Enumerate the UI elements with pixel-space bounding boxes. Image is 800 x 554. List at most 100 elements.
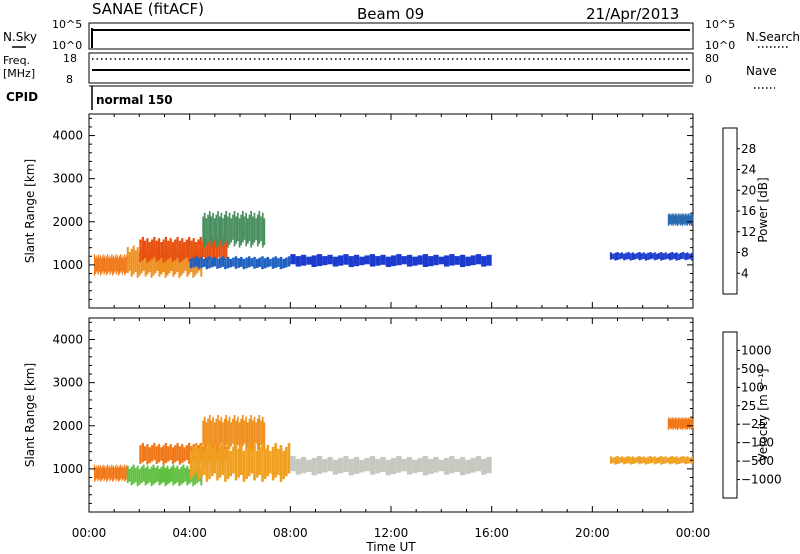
power-data-cell <box>188 252 191 275</box>
velocity-data-cell <box>433 456 439 473</box>
velocity-data-cell <box>258 415 261 448</box>
velocity-colorbar-tick-label: −500 <box>741 454 774 468</box>
velocity-data-cell <box>623 457 626 465</box>
velocity-data-cell <box>218 420 221 447</box>
velocity-colorbar-tick-label: −100 <box>741 436 774 450</box>
freq-tick-top: 18 <box>63 52 77 65</box>
power-data-cell <box>237 212 239 242</box>
power-data-cell <box>112 257 114 276</box>
velocity-data-cell <box>162 464 165 483</box>
power-data-cell <box>100 255 102 276</box>
power-data-cell <box>180 248 183 276</box>
velocity-data-cell <box>152 464 155 485</box>
velocity-data-cell <box>686 417 688 431</box>
velocity-data-cell <box>683 417 685 429</box>
velocity-data-cell <box>183 447 186 462</box>
power-data-cell <box>216 258 219 269</box>
velocity-data-cell <box>107 467 109 480</box>
nsearch-tick-top: 10^5 <box>705 18 735 31</box>
power-data-cell <box>385 256 391 267</box>
velocity-data-cell <box>140 466 143 483</box>
power-data-cell <box>230 218 233 243</box>
power-data-cell <box>332 256 338 267</box>
velocity-data-cell <box>266 445 270 477</box>
power-data-cell <box>106 254 108 275</box>
velocity-data-cell <box>689 417 691 429</box>
power-data-cell <box>183 242 186 259</box>
velocity-data-cell <box>251 420 254 449</box>
power-data-cell <box>99 257 101 272</box>
power-data-cell <box>612 253 615 260</box>
power-data-cell <box>152 245 155 276</box>
power-data-cell <box>108 255 110 272</box>
power-data-cell <box>218 257 222 268</box>
power-data-cell <box>95 255 97 273</box>
power-data-cell <box>176 236 179 259</box>
velocity-data-cell <box>614 456 617 465</box>
power-data-cell <box>678 213 680 225</box>
velocity-data-cell <box>122 468 124 480</box>
velocity-data-cell <box>686 456 689 464</box>
velocity-data-cell <box>207 418 209 447</box>
power-data-cell <box>235 216 238 244</box>
velocity-data-cell <box>232 418 234 444</box>
velocity-data-cell <box>616 456 619 464</box>
power-data-cell <box>675 215 677 225</box>
power-data-cell <box>130 248 133 277</box>
power-data-cell <box>148 252 151 273</box>
power-data-cell <box>197 239 200 261</box>
power-data-cell <box>689 213 691 225</box>
x-axis-label: Time UT <box>365 540 416 554</box>
velocity-data-cell <box>125 467 126 481</box>
velocity-data-cell <box>248 418 251 446</box>
nave-label: Nave <box>746 64 777 78</box>
power-data-cell <box>150 239 154 260</box>
velocity-data-cell <box>486 456 492 474</box>
power-data-cell <box>141 236 144 260</box>
velocity-data-cell <box>364 457 370 472</box>
power-data-cell <box>653 252 656 261</box>
power-data-cell <box>109 258 111 275</box>
power-data-cell <box>640 253 643 260</box>
velocity-data-cell <box>160 447 163 461</box>
velocity-data-cell <box>629 457 632 465</box>
velocity-data-cell <box>677 457 680 464</box>
power-data-cell <box>139 239 142 262</box>
velocity-data-cell <box>116 467 118 480</box>
velocity-data-cell <box>194 467 197 485</box>
velocity-data-cell <box>223 418 226 448</box>
nsky-tick-bottom: 10^0 <box>52 39 82 52</box>
velocity-data-cell <box>444 457 450 475</box>
power-data-cell <box>417 255 423 265</box>
power-colorbar-tick-label: 20 <box>741 183 756 197</box>
power-data-cell <box>117 255 119 272</box>
power-data-cell <box>144 240 147 259</box>
power-data-cell <box>238 218 241 248</box>
velocity-data-cell <box>164 467 167 487</box>
velocity-data-cell <box>671 418 673 429</box>
velocity-data-cell <box>226 445 230 480</box>
power-data-cell <box>158 252 161 277</box>
velocity-data-cell <box>277 448 280 475</box>
velocity-data-cell <box>688 417 690 428</box>
velocity-data-cell <box>200 445 203 478</box>
power-data-cell <box>391 255 397 267</box>
velocity-data-cell <box>235 420 238 448</box>
nave-tick-top: 80 <box>705 52 719 65</box>
velocity-data-cell <box>184 467 187 482</box>
power-data-cell <box>215 214 218 248</box>
power-data-cell <box>671 252 674 260</box>
velocity-data-cell <box>114 466 116 479</box>
velocity-data-cell <box>250 448 254 474</box>
velocity-data-cell <box>255 422 257 444</box>
power-data-cell <box>125 257 126 275</box>
velocity-data-cell <box>106 464 108 481</box>
velocity-data-cell <box>348 458 354 476</box>
velocity-data-cell <box>682 456 685 463</box>
velocity-data-cell <box>195 443 198 474</box>
power-colorbar-label: Power [dB] <box>756 177 770 242</box>
power-data-cell <box>433 254 439 266</box>
velocity-data-cell <box>682 419 684 430</box>
power-data-cell <box>217 211 219 245</box>
power-colorbar-tick-label: 8 <box>741 246 749 260</box>
